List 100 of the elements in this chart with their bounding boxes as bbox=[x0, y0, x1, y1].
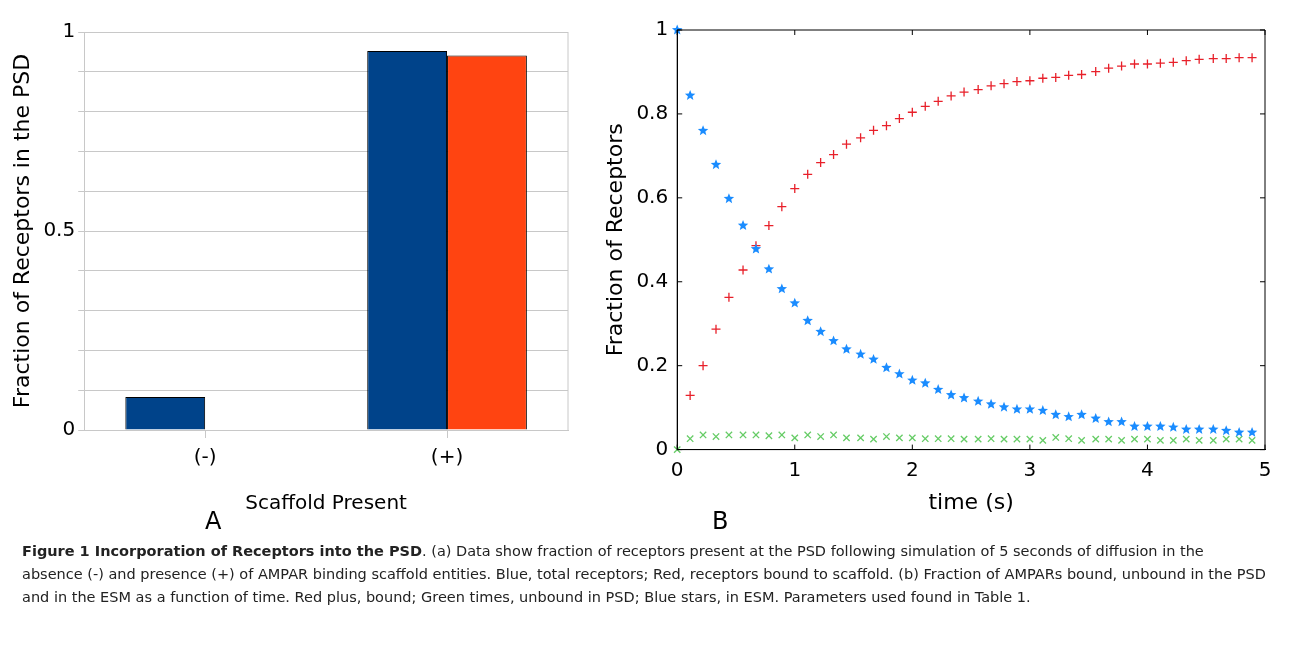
point bbox=[816, 432, 825, 441]
point bbox=[1129, 421, 1140, 431]
y-tick-label: 0.2 bbox=[636, 351, 669, 376]
point bbox=[1077, 436, 1086, 445]
point bbox=[1104, 435, 1113, 443]
y-tick-label: 0.6 bbox=[636, 184, 669, 209]
point bbox=[763, 220, 775, 231]
point bbox=[828, 335, 839, 346]
point bbox=[673, 445, 682, 454]
point bbox=[710, 324, 722, 335]
point bbox=[1013, 435, 1021, 443]
point bbox=[1037, 73, 1048, 84]
point bbox=[712, 432, 720, 441]
point bbox=[815, 326, 826, 337]
point bbox=[958, 86, 970, 98]
point bbox=[960, 435, 968, 443]
y-tick-label: 0.5 bbox=[43, 217, 76, 242]
point bbox=[1233, 52, 1245, 63]
point bbox=[869, 435, 878, 443]
point bbox=[1050, 72, 1061, 83]
text: A bbox=[205, 507, 222, 535]
x-tick-label: 2 bbox=[905, 456, 919, 481]
point bbox=[1116, 60, 1127, 72]
point bbox=[985, 398, 997, 409]
point bbox=[947, 434, 955, 443]
point bbox=[958, 392, 970, 403]
x-tick-label: 3 bbox=[1023, 456, 1037, 481]
point bbox=[932, 384, 944, 395]
point bbox=[697, 125, 709, 136]
point bbox=[934, 434, 943, 443]
point bbox=[776, 283, 788, 294]
point bbox=[1130, 435, 1139, 443]
point bbox=[921, 434, 930, 443]
point bbox=[998, 78, 1010, 89]
point bbox=[945, 389, 957, 400]
x-tick-label: 4 bbox=[1141, 456, 1154, 481]
point bbox=[1103, 416, 1114, 427]
point bbox=[841, 343, 852, 354]
point bbox=[1091, 435, 1100, 443]
point bbox=[1156, 436, 1165, 445]
point bbox=[1090, 66, 1101, 77]
point bbox=[998, 401, 1010, 412]
y-axis-title: Fraction of Receptors bbox=[601, 123, 627, 357]
caption: Figure 1 Incorporation of Receptors into the PSD bbox=[22, 543, 423, 559]
point bbox=[723, 193, 735, 204]
point bbox=[1222, 435, 1231, 443]
x-tick-label: 1 bbox=[788, 456, 802, 481]
y-tick-label: 1 bbox=[62, 18, 76, 43]
point bbox=[725, 431, 733, 439]
y-tick-label: 0 bbox=[62, 416, 76, 441]
point bbox=[1090, 413, 1101, 423]
point bbox=[1129, 58, 1140, 70]
point bbox=[697, 360, 709, 371]
point bbox=[1246, 426, 1258, 437]
point bbox=[699, 431, 707, 439]
point bbox=[684, 89, 696, 100]
point bbox=[752, 431, 760, 439]
point bbox=[1143, 435, 1152, 443]
point bbox=[920, 377, 931, 388]
point bbox=[686, 434, 694, 443]
point bbox=[789, 297, 800, 308]
point bbox=[1024, 403, 1036, 414]
point bbox=[1233, 426, 1245, 437]
point bbox=[1026, 435, 1034, 443]
point bbox=[763, 263, 775, 274]
point bbox=[790, 434, 799, 442]
text: B bbox=[712, 507, 729, 535]
point bbox=[972, 395, 984, 406]
point bbox=[1181, 423, 1192, 434]
point bbox=[1037, 405, 1049, 416]
point bbox=[1064, 434, 1073, 443]
point bbox=[856, 434, 865, 442]
x-tick-label: (-) bbox=[193, 444, 217, 469]
point bbox=[1235, 435, 1243, 443]
point bbox=[1051, 433, 1060, 442]
point bbox=[1024, 75, 1036, 86]
point bbox=[1195, 436, 1203, 445]
point bbox=[1063, 411, 1074, 422]
point bbox=[737, 264, 749, 276]
point bbox=[802, 315, 813, 326]
point bbox=[723, 292, 735, 303]
x-tick-label: 5 bbox=[1258, 456, 1272, 481]
point bbox=[1246, 52, 1258, 63]
y-tick-label: 1 bbox=[655, 16, 669, 41]
point bbox=[1142, 58, 1153, 70]
point bbox=[842, 434, 851, 442]
point bbox=[1116, 416, 1127, 427]
y-tick-label: 0.4 bbox=[636, 267, 669, 292]
point bbox=[1011, 76, 1023, 87]
point bbox=[1142, 421, 1153, 431]
point bbox=[1193, 423, 1205, 434]
y-axis-title: Fraction of Receptors in the PSD bbox=[8, 53, 34, 409]
x-axis-title: Scaffold Present bbox=[245, 490, 408, 515]
point bbox=[945, 90, 957, 102]
point bbox=[974, 435, 982, 443]
point bbox=[1182, 435, 1191, 443]
point bbox=[803, 431, 812, 439]
point bbox=[1038, 436, 1047, 445]
y-tick-label: 0.8 bbox=[636, 100, 669, 125]
point bbox=[765, 431, 773, 440]
